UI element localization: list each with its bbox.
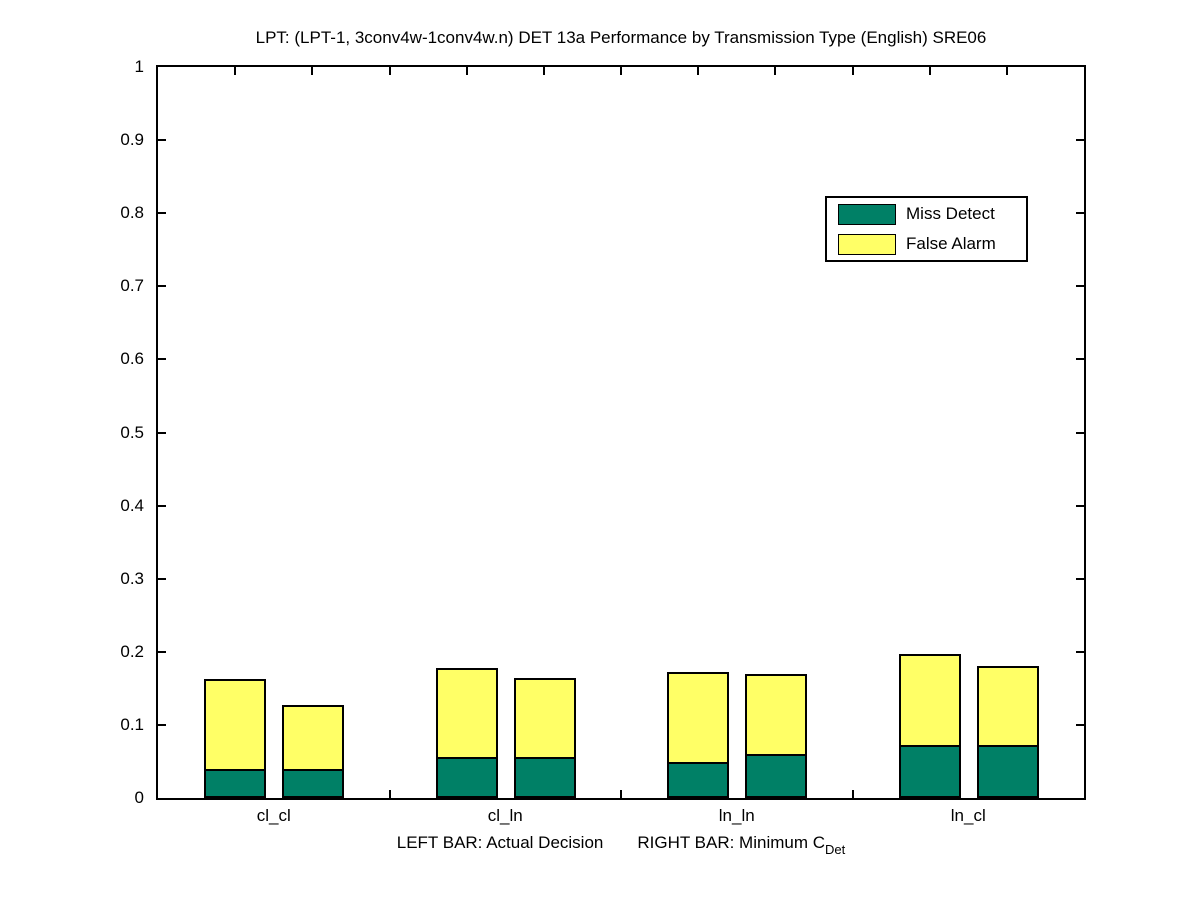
x-tick-top	[620, 67, 622, 75]
x-tick-bottom	[388, 790, 391, 798]
stacked-bar-minimum-cdet	[745, 674, 807, 798]
x-category-label: ln_ln	[718, 806, 755, 825]
x-tick-bottom	[620, 790, 622, 798]
stacked-bar-actual-decision	[204, 679, 266, 798]
legend-row-miss-detect: Miss Detect	[827, 200, 1026, 228]
bar-segment-miss-detect	[898, 745, 961, 798]
x-tick-top	[542, 67, 545, 75]
bar-segment-miss-detect	[745, 754, 807, 798]
bar-segment-miss-detect	[204, 769, 266, 798]
x-tick-top	[851, 67, 854, 75]
stacked-bar-actual-decision	[667, 672, 729, 798]
y-tick-label: 0.6	[120, 349, 144, 369]
y-tick-left	[158, 577, 166, 580]
legend-row-false-alarm: False Alarm	[827, 230, 1026, 258]
miss-detect-swatch	[838, 203, 896, 225]
bar-segment-miss-detect	[435, 757, 498, 798]
y-tick-left	[158, 358, 166, 361]
y-tick-label: 1	[134, 57, 144, 76]
stacked-bar-minimum-cdet	[976, 666, 1039, 798]
x-axis-label-subscript: Det	[825, 842, 846, 857]
y-tick-left	[158, 285, 166, 288]
y-tick-left	[158, 650, 166, 653]
x-tick-top	[465, 67, 468, 75]
y-tick-label: 0.8	[120, 203, 144, 223]
x-tick-top	[928, 67, 931, 75]
y-tick-left	[158, 504, 166, 507]
x-category-label: cl_ln	[487, 806, 523, 825]
x-tick-top	[1005, 67, 1008, 75]
y-tick-label: 0.1	[120, 714, 144, 734]
y-tick-label: 0.5	[120, 422, 144, 442]
y-tick-right	[1076, 212, 1084, 215]
x-tick-top	[774, 67, 777, 75]
y-tick-left	[158, 139, 166, 142]
stacked-bar-actual-decision	[898, 654, 961, 798]
y-tick-label: 0.4	[120, 495, 144, 515]
stacked-bar-minimum-cdet	[282, 705, 344, 798]
y-tick-label: 0.9	[120, 130, 144, 150]
false-alarm-swatch	[838, 233, 896, 255]
y-tick-right	[1076, 650, 1084, 653]
bar-segment-miss-detect	[513, 757, 576, 798]
y-tick-left	[158, 431, 166, 434]
bar-segment-miss-detect	[976, 745, 1039, 798]
y-tick-right	[1076, 431, 1084, 434]
y-tick-label: 0.2	[120, 641, 144, 661]
y-tick-label: 0	[134, 788, 144, 807]
x-axis-label-right: RIGHT BAR: Minimum C	[637, 833, 826, 852]
y-tick-right	[1076, 504, 1084, 507]
stacked-bar-actual-decision	[435, 668, 498, 798]
x-tick-top	[311, 67, 314, 75]
x-category-label: cl_cl	[256, 806, 291, 825]
plot-area: Miss Detect False Alarm	[156, 65, 1086, 800]
y-tick-left	[158, 212, 166, 215]
x-category-label: ln_cl	[950, 806, 986, 825]
y-tick-right	[1076, 358, 1084, 361]
y-tick-right	[1076, 139, 1084, 142]
bar-segment-miss-detect	[282, 769, 344, 798]
y-tick-left	[158, 723, 166, 726]
legend-label-false-alarm: False Alarm	[906, 234, 996, 253]
stacked-bar-minimum-cdet	[513, 678, 576, 798]
y-tick-label: 0.3	[120, 568, 144, 588]
x-tick-top	[697, 67, 700, 75]
x-axis-label-left: LEFT BAR: Actual Decision	[396, 833, 604, 852]
chart-title: LPT: (LPT-1, 3conv4w-1conv4w.n) DET 13a …	[255, 28, 987, 47]
y-tick-right	[1076, 723, 1084, 726]
legend-label-miss-detect: Miss Detect	[906, 204, 995, 223]
y-tick-right	[1076, 577, 1084, 580]
x-tick-top	[234, 67, 237, 75]
x-tick-top	[388, 67, 391, 75]
x-tick-bottom	[851, 790, 854, 798]
y-tick-right	[1076, 285, 1084, 288]
bar-segment-miss-detect	[667, 762, 729, 798]
y-tick-label: 0.7	[120, 276, 144, 296]
x-axis-label: LEFT BAR: Actual Decision RIGHT BAR: Mini…	[156, 833, 1086, 857]
legend: Miss Detect False Alarm	[825, 196, 1028, 262]
